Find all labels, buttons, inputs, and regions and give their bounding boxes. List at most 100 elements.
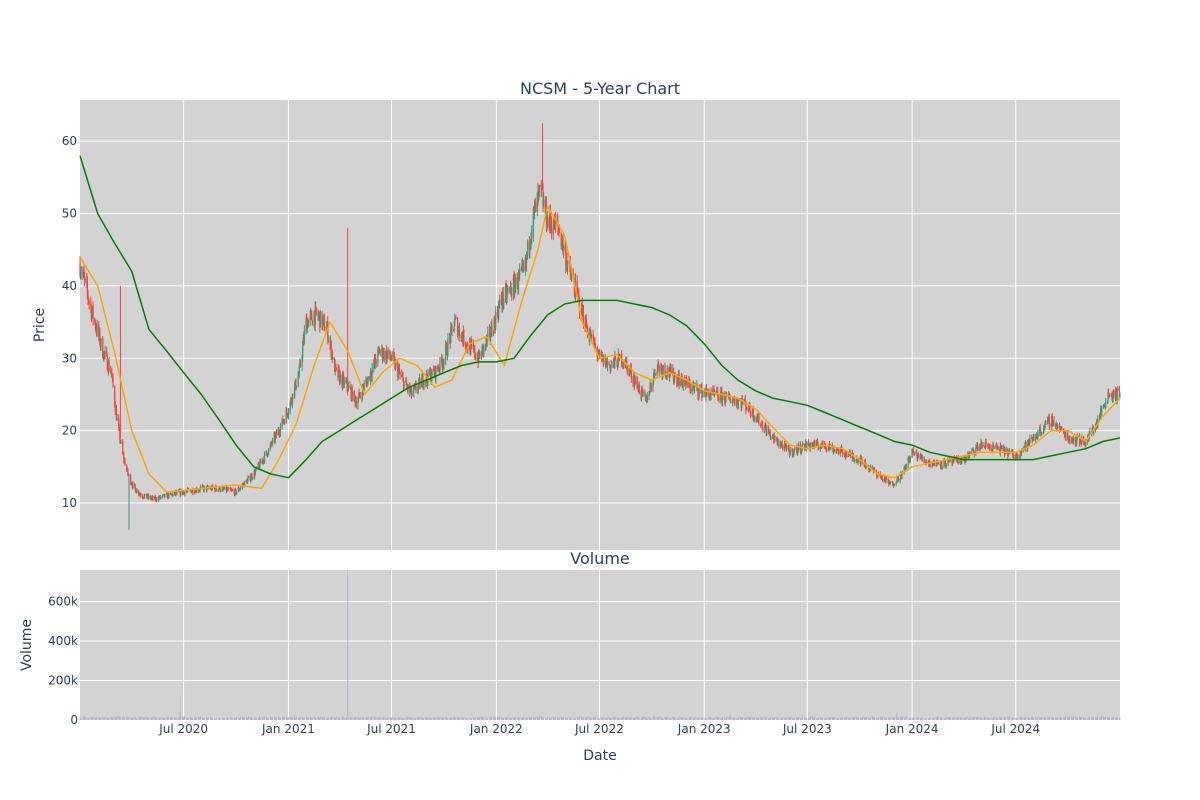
volume-bar: [1109, 718, 1111, 720]
candle-body: [417, 389, 419, 391]
candle-body: [565, 249, 567, 267]
candle-body: [825, 447, 827, 449]
volume-bar: [975, 717, 977, 720]
candle-body: [688, 380, 690, 388]
volume-bar: [1043, 718, 1045, 720]
candle-body: [418, 378, 420, 385]
price-y-tick-label: 30: [62, 351, 77, 365]
volume-bar: [760, 716, 762, 720]
volume-bar: [812, 717, 814, 720]
volume-bar: [692, 718, 694, 720]
volume-bar: [1007, 718, 1009, 720]
volume-bar: [809, 717, 811, 720]
candle-body: [673, 379, 675, 382]
candle-body: [598, 350, 600, 356]
candle-body: [564, 246, 566, 250]
candle-body: [382, 356, 384, 359]
volume-bar: [306, 717, 308, 720]
volume-bar: [975, 717, 977, 720]
volume-bar: [530, 718, 532, 720]
volume-bar: [613, 716, 615, 720]
volume-bar: [827, 717, 829, 720]
volume-bar: [520, 718, 522, 720]
volume-bar: [514, 716, 516, 720]
volume-bar: [1104, 716, 1106, 720]
candle-body: [130, 474, 132, 484]
volume-bar: [704, 719, 706, 720]
volume-bar: [539, 716, 541, 720]
volume-bar: [544, 718, 546, 720]
volume-bar: [426, 717, 428, 720]
volume-bar: [933, 718, 935, 720]
candle-body: [323, 318, 325, 331]
volume-bar: [800, 718, 802, 720]
volume-bar: [100, 717, 102, 720]
volume-bar: [633, 718, 635, 720]
candle-body: [670, 368, 672, 374]
volume-bar: [953, 716, 955, 720]
candle-body: [160, 496, 162, 498]
volume-bar: [729, 714, 731, 720]
candle-body: [365, 380, 367, 385]
volume-bar: [1119, 717, 1121, 720]
volume-bar: [298, 717, 300, 720]
volume-bar: [215, 718, 217, 720]
volume-bar: [1015, 718, 1017, 720]
volume-bar: [487, 718, 489, 720]
volume-bar: [311, 717, 313, 720]
volume-bar: [819, 716, 821, 720]
volume-bar: [971, 718, 973, 720]
candle-body: [1039, 427, 1041, 431]
volume-bar: [818, 718, 820, 720]
candle-body: [646, 395, 648, 402]
volume-bar: [189, 716, 191, 720]
volume-bar: [1115, 717, 1117, 720]
volume-bar: [642, 716, 644, 720]
candle-body: [118, 417, 120, 427]
candle-body: [532, 208, 534, 232]
volume-bar: [780, 718, 782, 720]
volume-bar: [244, 718, 246, 720]
volume-bar: [1051, 717, 1053, 720]
volume-bar: [140, 717, 142, 720]
volume-bar: [339, 718, 341, 720]
volume-bar: [1117, 718, 1119, 720]
candle-body: [294, 385, 296, 396]
volume-bar: [409, 718, 411, 720]
candle-body: [1007, 452, 1009, 457]
volume-bar: [285, 718, 287, 720]
volume-bar: [1039, 717, 1041, 720]
candle-body: [441, 357, 443, 362]
candle-body: [410, 387, 413, 396]
volume-bar: [1021, 718, 1023, 720]
volume-bar: [754, 718, 756, 720]
volume-bar: [477, 717, 479, 720]
volume-bar: [439, 716, 441, 720]
candle-body: [953, 457, 955, 463]
volume-bar: [306, 716, 308, 720]
candle-body: [987, 443, 989, 447]
volume-bar: [596, 717, 598, 720]
volume-bar: [808, 718, 810, 720]
candle-body: [327, 339, 329, 341]
candle-body: [666, 368, 668, 376]
candle-body: [1048, 417, 1050, 426]
candle-body: [554, 217, 556, 230]
volume-bar: [132, 718, 134, 720]
candle-body: [414, 385, 416, 388]
volume-bar: [152, 716, 154, 720]
volume-bar: [1071, 716, 1073, 720]
candle-body: [1044, 423, 1046, 428]
volume-bar: [249, 717, 251, 720]
volume-bar: [267, 718, 269, 720]
volume-bar: [909, 717, 911, 720]
candle-body: [522, 264, 524, 267]
volume-bar: [943, 718, 945, 720]
volume-bar: [512, 718, 514, 720]
volume-bar: [654, 718, 656, 720]
volume-bar: [211, 718, 213, 720]
volume-bar: [851, 717, 853, 720]
volume-bar: [744, 717, 746, 720]
candle-body: [96, 324, 98, 333]
candle-body: [876, 474, 878, 477]
